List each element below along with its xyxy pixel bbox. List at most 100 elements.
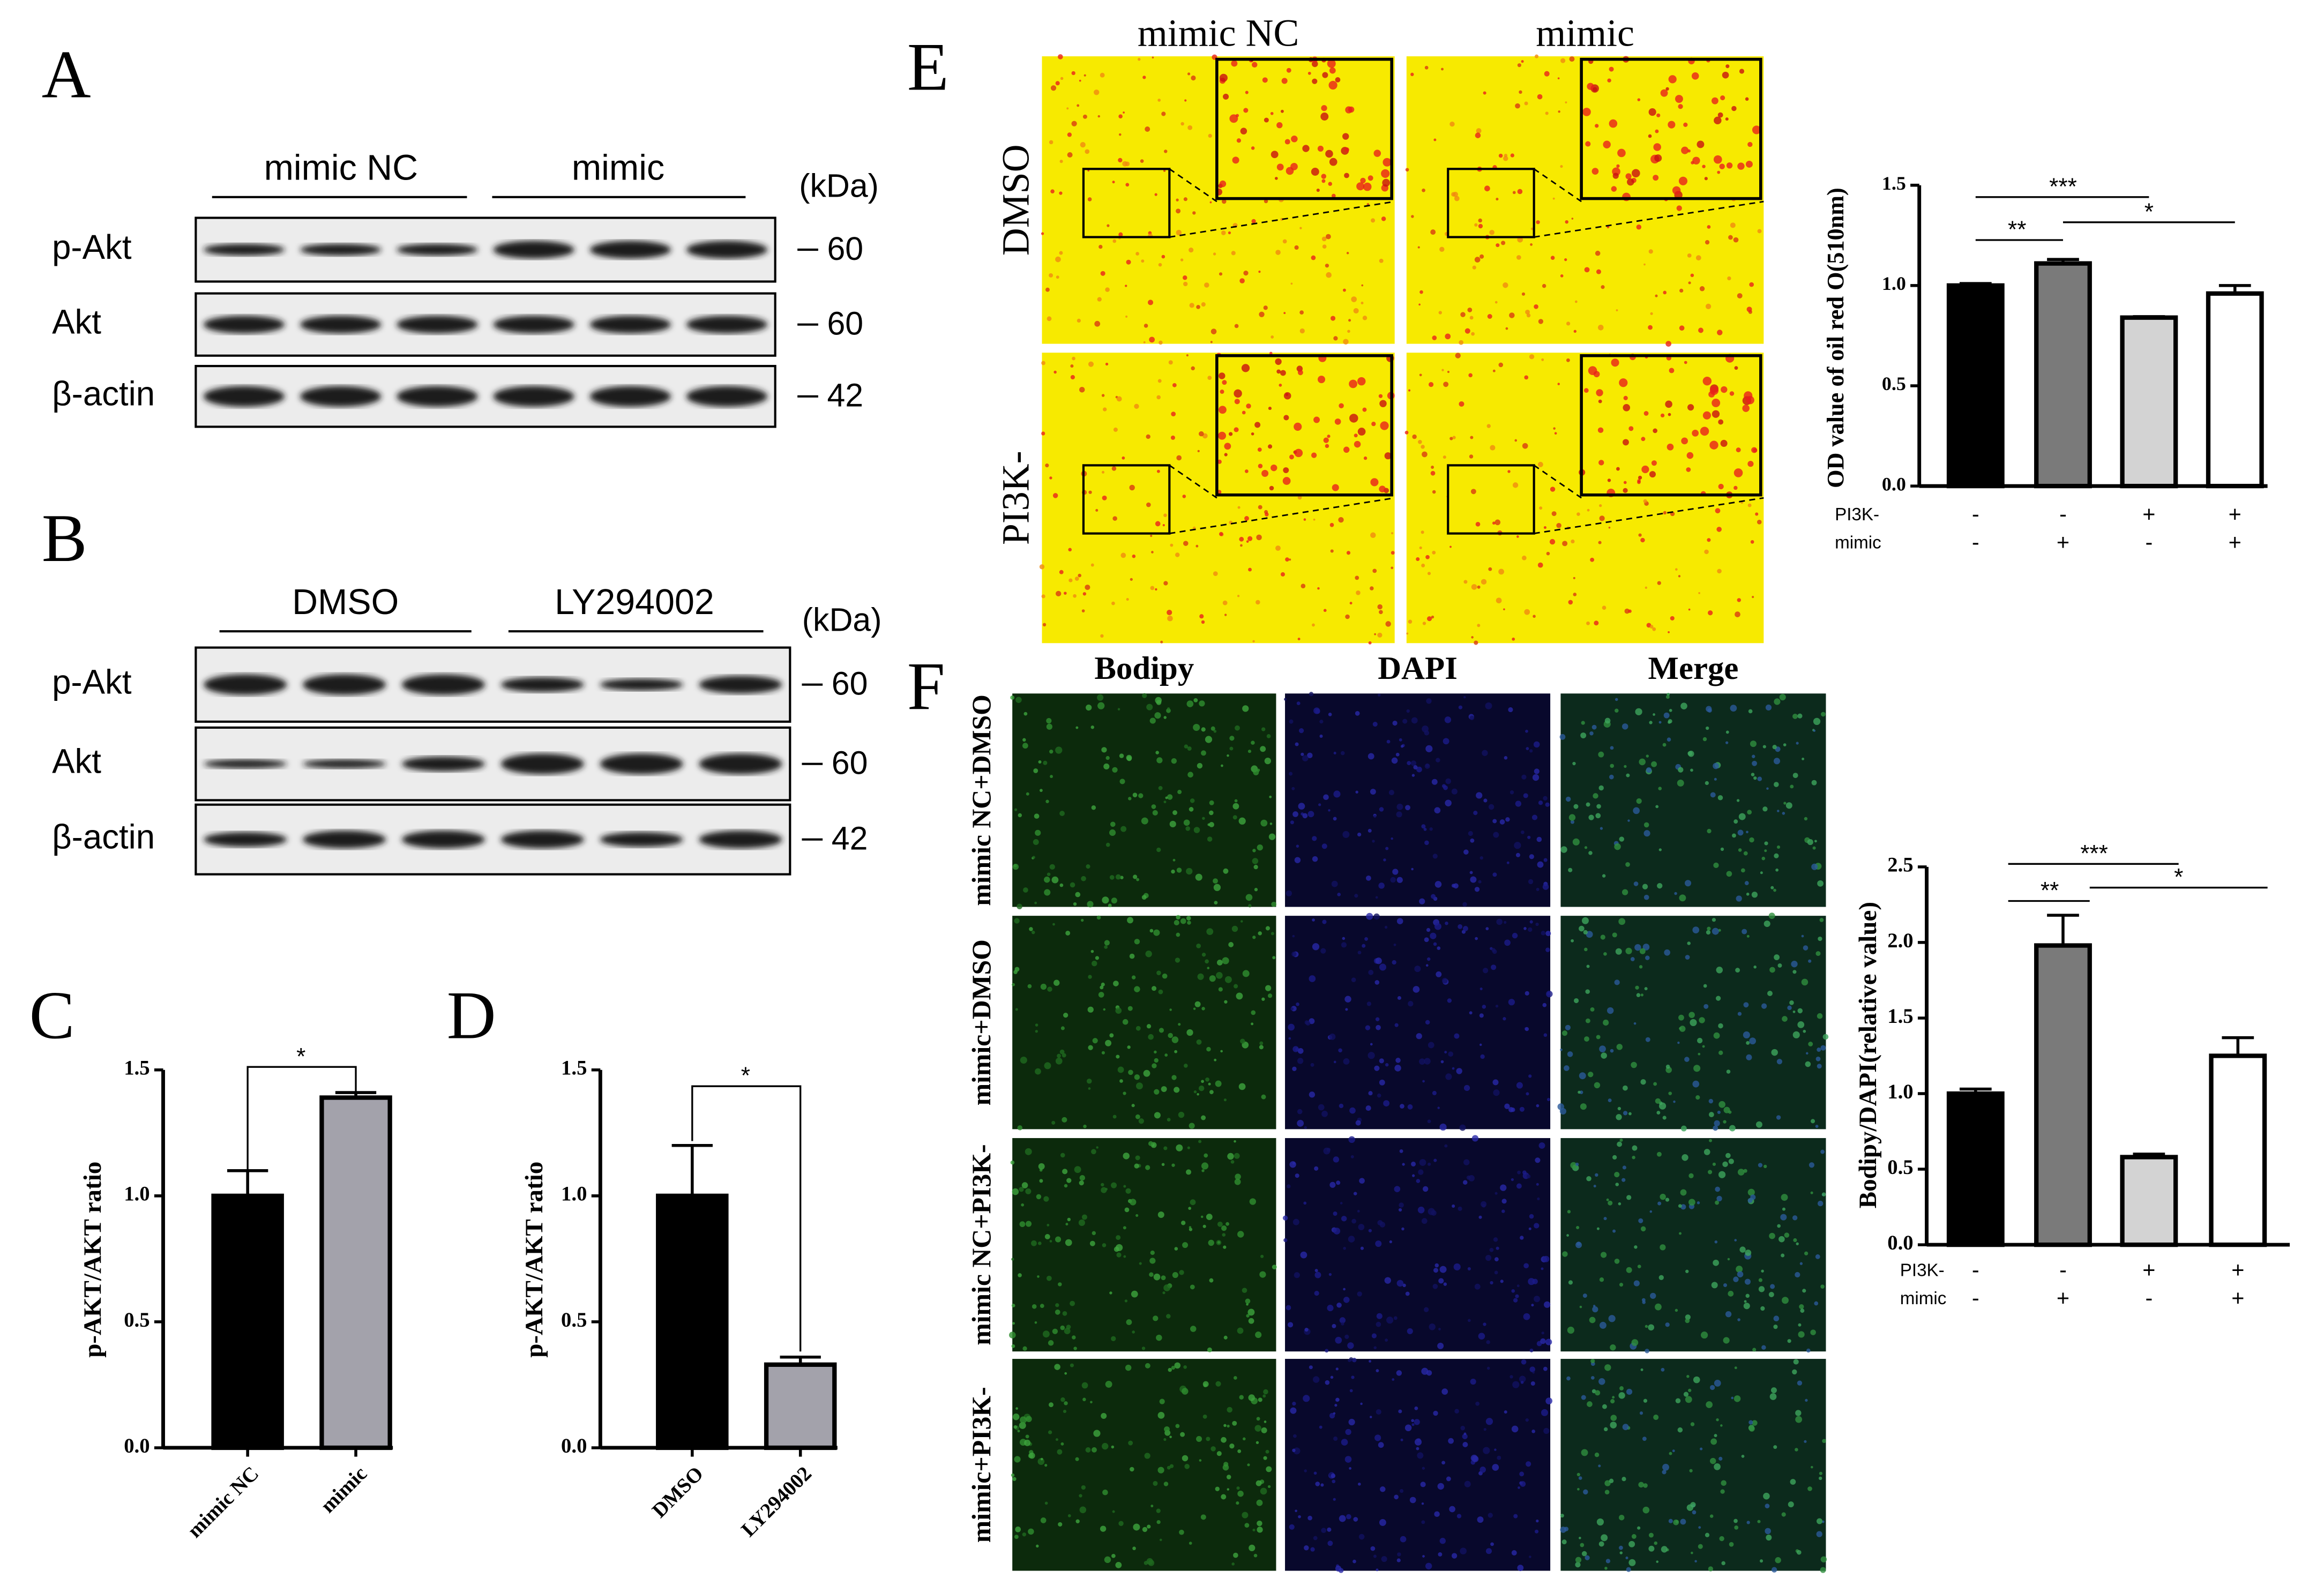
- micrograph-speck: [1333, 1412, 1336, 1415]
- micrograph-speck: [1386, 739, 1391, 744]
- micrograph-speck: [1591, 168, 1599, 175]
- micrograph-speck: [1587, 508, 1590, 512]
- micrograph-speck: [1185, 826, 1191, 831]
- micrograph-speck: [1545, 947, 1550, 952]
- micrograph-speck: [1560, 58, 1566, 63]
- micrograph-speck: [1542, 283, 1546, 288]
- micrograph-speck: [1342, 288, 1346, 292]
- unit-label: (kDa): [802, 602, 882, 638]
- micrograph-speck: [1792, 713, 1798, 719]
- micrograph-speck: [1333, 1498, 1336, 1501]
- micrograph-speck: [1723, 1120, 1727, 1124]
- micrograph-speck: [1615, 708, 1619, 713]
- micrograph-speck: [1618, 1514, 1625, 1521]
- micrograph-speck: [1035, 1030, 1038, 1033]
- micrograph-speck: [1576, 1225, 1580, 1230]
- micrograph-speck: [1470, 436, 1474, 439]
- micrograph-speck: [1493, 832, 1499, 838]
- micrograph-speck: [1598, 785, 1604, 791]
- micrograph-speck: [1330, 549, 1334, 553]
- micrograph-speck: [1336, 1302, 1342, 1308]
- micrograph-speck: [1090, 1401, 1093, 1404]
- micrograph-speck: [1228, 231, 1231, 235]
- micrograph-speck: [1720, 847, 1724, 851]
- micrograph-speck: [1586, 621, 1590, 625]
- micrograph-speck: [1820, 1284, 1825, 1289]
- micrograph-speck: [1325, 1349, 1329, 1353]
- micrograph-speck: [1421, 530, 1424, 534]
- micrograph-speck: [1344, 1334, 1349, 1340]
- micrograph-speck: [1368, 641, 1372, 645]
- micrograph-speck: [1776, 845, 1781, 849]
- micrograph-speck: [1151, 551, 1154, 554]
- micrograph-speck: [1683, 1392, 1689, 1397]
- micrograph-speck: [1233, 1552, 1238, 1558]
- y-tick-label: 2.5: [1887, 854, 1913, 877]
- micrograph-speck: [1702, 1045, 1705, 1048]
- micrograph-speck: [1669, 709, 1672, 712]
- micrograph-speck: [1763, 920, 1770, 928]
- micrograph-speck: [1379, 1079, 1385, 1086]
- group-sign: +: [2229, 529, 2241, 555]
- micrograph-speck: [1196, 1039, 1202, 1045]
- x-tick-label: DMSO: [648, 1462, 708, 1522]
- micrograph-speck: [1687, 404, 1694, 411]
- group-sign: -: [2145, 1285, 2153, 1310]
- micrograph-speck: [1485, 1418, 1493, 1425]
- micrograph-speck: [1809, 1162, 1815, 1168]
- micrograph-speck: [1319, 1425, 1322, 1429]
- micrograph-speck: [1068, 578, 1073, 582]
- micrograph-speck: [1321, 843, 1327, 849]
- micrograph-speck: [1520, 1236, 1524, 1240]
- micrograph-speck: [1159, 1028, 1164, 1033]
- micrograph-speck: [1510, 1375, 1513, 1379]
- micrograph-speck: [1414, 1438, 1422, 1446]
- micrograph-speck: [1060, 77, 1064, 80]
- micrograph-speck: [1112, 1115, 1117, 1119]
- micrograph-speck: [1799, 1304, 1804, 1310]
- micrograph-speck: [1126, 598, 1129, 601]
- micrograph-speck: [1279, 383, 1282, 387]
- micrograph-speck: [1304, 1328, 1309, 1332]
- micrograph-speck: [1039, 1179, 1043, 1183]
- micrograph-speck: [1504, 939, 1511, 946]
- micrograph-speck: [1064, 1401, 1068, 1405]
- micrograph-speck: [1708, 610, 1713, 616]
- micrograph-speck: [1761, 1003, 1767, 1009]
- micrograph-speck: [1375, 958, 1382, 964]
- micrograph-speck: [1795, 1272, 1800, 1278]
- micrograph-speck: [1259, 1045, 1264, 1050]
- micrograph-speck: [1595, 124, 1599, 128]
- micrograph-speck: [1612, 932, 1617, 938]
- micrograph-speck: [1198, 1085, 1205, 1091]
- micrograph-speck: [1581, 721, 1585, 725]
- micrograph-speck: [1057, 1449, 1063, 1455]
- micrograph-speck: [1594, 620, 1599, 626]
- micrograph-speck: [1079, 1494, 1082, 1498]
- micrograph-speck: [1623, 1111, 1628, 1116]
- micrograph-speck: [1533, 741, 1540, 748]
- micrograph-speck: [1091, 805, 1096, 810]
- micrograph-speck: [1521, 292, 1526, 296]
- micrograph-speck: [1804, 817, 1808, 821]
- micrograph-speck: [1526, 313, 1531, 318]
- micrograph-speck: [1193, 723, 1200, 731]
- group-row-label: mimic: [1900, 1289, 1947, 1308]
- micrograph-speck: [1515, 852, 1520, 857]
- micrograph-speck: [1378, 882, 1385, 889]
- micrograph-speck: [1179, 1529, 1184, 1535]
- micrograph-speck: [1101, 470, 1105, 474]
- micrograph-speck: [1688, 1388, 1692, 1393]
- micrograph-speck: [1817, 1518, 1823, 1524]
- micrograph-speck: [1392, 960, 1396, 965]
- micrograph-speck: [1321, 174, 1326, 179]
- micrograph-speck: [1154, 1058, 1159, 1063]
- micrograph-speck: [1120, 876, 1124, 879]
- micrograph-speck: [1157, 1467, 1164, 1474]
- micrograph-speck: [1467, 1267, 1471, 1270]
- micrograph-speck: [1665, 1064, 1670, 1069]
- micrograph-speck: [1717, 795, 1723, 801]
- micrograph-speck: [1770, 1284, 1775, 1289]
- micrograph-speck: [1738, 813, 1746, 820]
- micrograph-speck: [1525, 1418, 1529, 1422]
